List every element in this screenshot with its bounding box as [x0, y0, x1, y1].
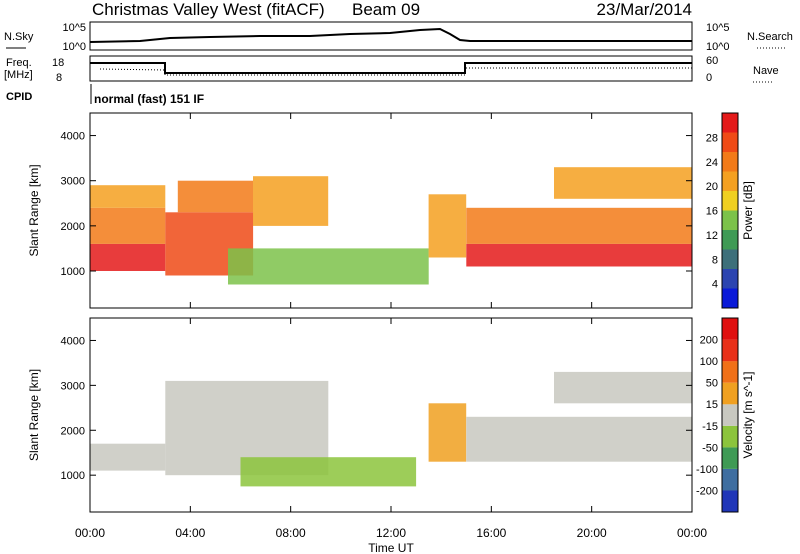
colorbar-tick-label: 15: [706, 399, 718, 411]
y-tick-label: 4000: [61, 131, 85, 143]
x-tick-label: 08:00: [276, 526, 306, 540]
colorbar-segment: [722, 447, 738, 469]
colorbar-segment: [722, 171, 738, 191]
colorbar-segment: [722, 425, 738, 448]
colorbar-segment: [722, 269, 738, 289]
colorbar-tick-label: 8: [712, 254, 718, 266]
colorbar-tick-label: -100: [696, 464, 718, 476]
colorbar-label: Power [dB]: [741, 181, 755, 240]
echo-band: [466, 416, 693, 462]
colorbar-tick-label: -200: [696, 485, 718, 497]
colorbar-tick-label: 16: [706, 206, 718, 218]
colorbar-segment: [722, 210, 738, 230]
colorbar-tick-label: -15: [702, 421, 718, 433]
y-tick-label: 1000: [61, 266, 85, 278]
xaxis-title: Time UT: [368, 541, 414, 554]
nave-tick-bottom: 0: [706, 72, 712, 84]
colorbar-segment: [722, 230, 738, 250]
colorbar-label: Velocity [m s^-1]: [741, 372, 755, 459]
colorbar-frame: [721, 317, 739, 513]
colorbar-segment: [722, 152, 738, 172]
colorbar-segment: [722, 361, 738, 383]
echo-band: [228, 248, 429, 285]
x-tick-label: 00:00: [75, 526, 105, 540]
echo-band: [90, 185, 166, 208]
nsearch-tick-top: 10^5: [706, 22, 730, 34]
echo-band: [428, 403, 467, 462]
echo-band: [466, 207, 693, 244]
echo-band: [90, 443, 166, 471]
station-title: Christmas Valley West (fitACF): [92, 0, 325, 19]
nsearch-label: N.Search: [747, 31, 793, 43]
colorbar-segment: [722, 288, 738, 308]
y-tick-label: 2000: [61, 425, 85, 437]
colorbar-tick-label: 20: [706, 181, 718, 193]
colorbar-segment: [722, 132, 738, 152]
date-label: 23/Mar/2014: [597, 0, 692, 19]
echo-band: [428, 194, 467, 258]
y-axis-label: Slant Range [km]: [27, 369, 41, 461]
y-tick-label: 2000: [61, 221, 85, 233]
colorbar-segment: [722, 404, 738, 426]
colorbar-segment: [722, 490, 738, 512]
x-tick-label: 00:00: [677, 526, 707, 540]
beam-label: Beam 09: [352, 0, 420, 19]
echo-band: [177, 180, 253, 213]
power-heatmap: 1000 2000 3000 4000 Slant Range [km] 4 8 12 16 20…: [27, 112, 755, 309]
x-tick-label: 04:00: [175, 526, 205, 540]
colorbar-tick-label: 28: [706, 132, 718, 144]
colorbar-segment: [722, 249, 738, 269]
velocity-heatmap: 1000 2000 3000 4000 Slant Range [km] 200 100 50…: [27, 317, 755, 513]
colorbar-tick-label: 12: [706, 230, 718, 242]
echo-band: [466, 243, 693, 267]
colorbar-tick-label: 100: [700, 356, 718, 368]
colorbar-tick-label: 200: [700, 335, 718, 347]
x-tick-label: 12:00: [376, 526, 406, 540]
colorbar-segment: [722, 468, 738, 491]
nsearch-tick-bottom: 10^0: [706, 41, 730, 53]
freq-label-1: Freq.: [6, 57, 32, 69]
colorbar-tick-label: 4: [712, 279, 718, 291]
nsky-label: N.Sky: [4, 31, 34, 43]
echo-band: [554, 371, 692, 404]
y-tick-label: 3000: [61, 176, 85, 188]
time-axis: 00:00 04:00 08:00 12:00 16:00 20:00 00:00: [75, 526, 707, 540]
colorbar-tick-label: -50: [702, 442, 718, 454]
freq-panel: Freq. [MHz] 18 8 60 0 Nave: [4, 55, 779, 84]
x-tick-label: 20:00: [577, 526, 607, 540]
colorbar-tick-label: 24: [706, 157, 718, 169]
colorbar-segment: [722, 339, 738, 362]
echo-band: [253, 176, 329, 226]
y-axis-label: Slant Range [km]: [27, 164, 41, 256]
nsky-panel: N.Sky 10^5 10^0 10^5 10^0 N.Search: [4, 21, 793, 53]
echo-band: [90, 243, 166, 271]
colorbar-segment: [722, 382, 738, 405]
nave-tick-top: 60: [706, 55, 718, 67]
freq-trace: [90, 62, 692, 74]
echo-band: [240, 457, 417, 487]
freq-label-2: [MHz]: [4, 69, 33, 81]
echo-band: [90, 207, 166, 244]
cpid-label: CPID: [6, 91, 32, 103]
freq-tick-top: 18: [52, 57, 64, 69]
y-tick-label: 1000: [61, 470, 85, 482]
colorbar-tick-label: 50: [706, 378, 718, 390]
x-tick-label: 16:00: [476, 526, 506, 540]
colorbar-segment: [722, 191, 738, 211]
colorbar-frame: [721, 112, 739, 309]
nsky-trace: [89, 27, 692, 43]
nave-trace: [99, 67, 692, 76]
nave-label: Nave: [753, 65, 779, 77]
freq-tick-bottom: 8: [56, 72, 62, 84]
nsky-tick-bottom: 10^0: [62, 41, 86, 53]
cpid-text: normal (fast) 151 IF: [94, 92, 204, 106]
colorbar-segment: [722, 318, 738, 340]
y-tick-label: 3000: [61, 380, 85, 392]
nsky-tick-top: 10^5: [62, 22, 86, 34]
colorbar-segment: [722, 113, 738, 133]
y-tick-label: 4000: [61, 335, 85, 347]
echo-band: [554, 167, 692, 199]
